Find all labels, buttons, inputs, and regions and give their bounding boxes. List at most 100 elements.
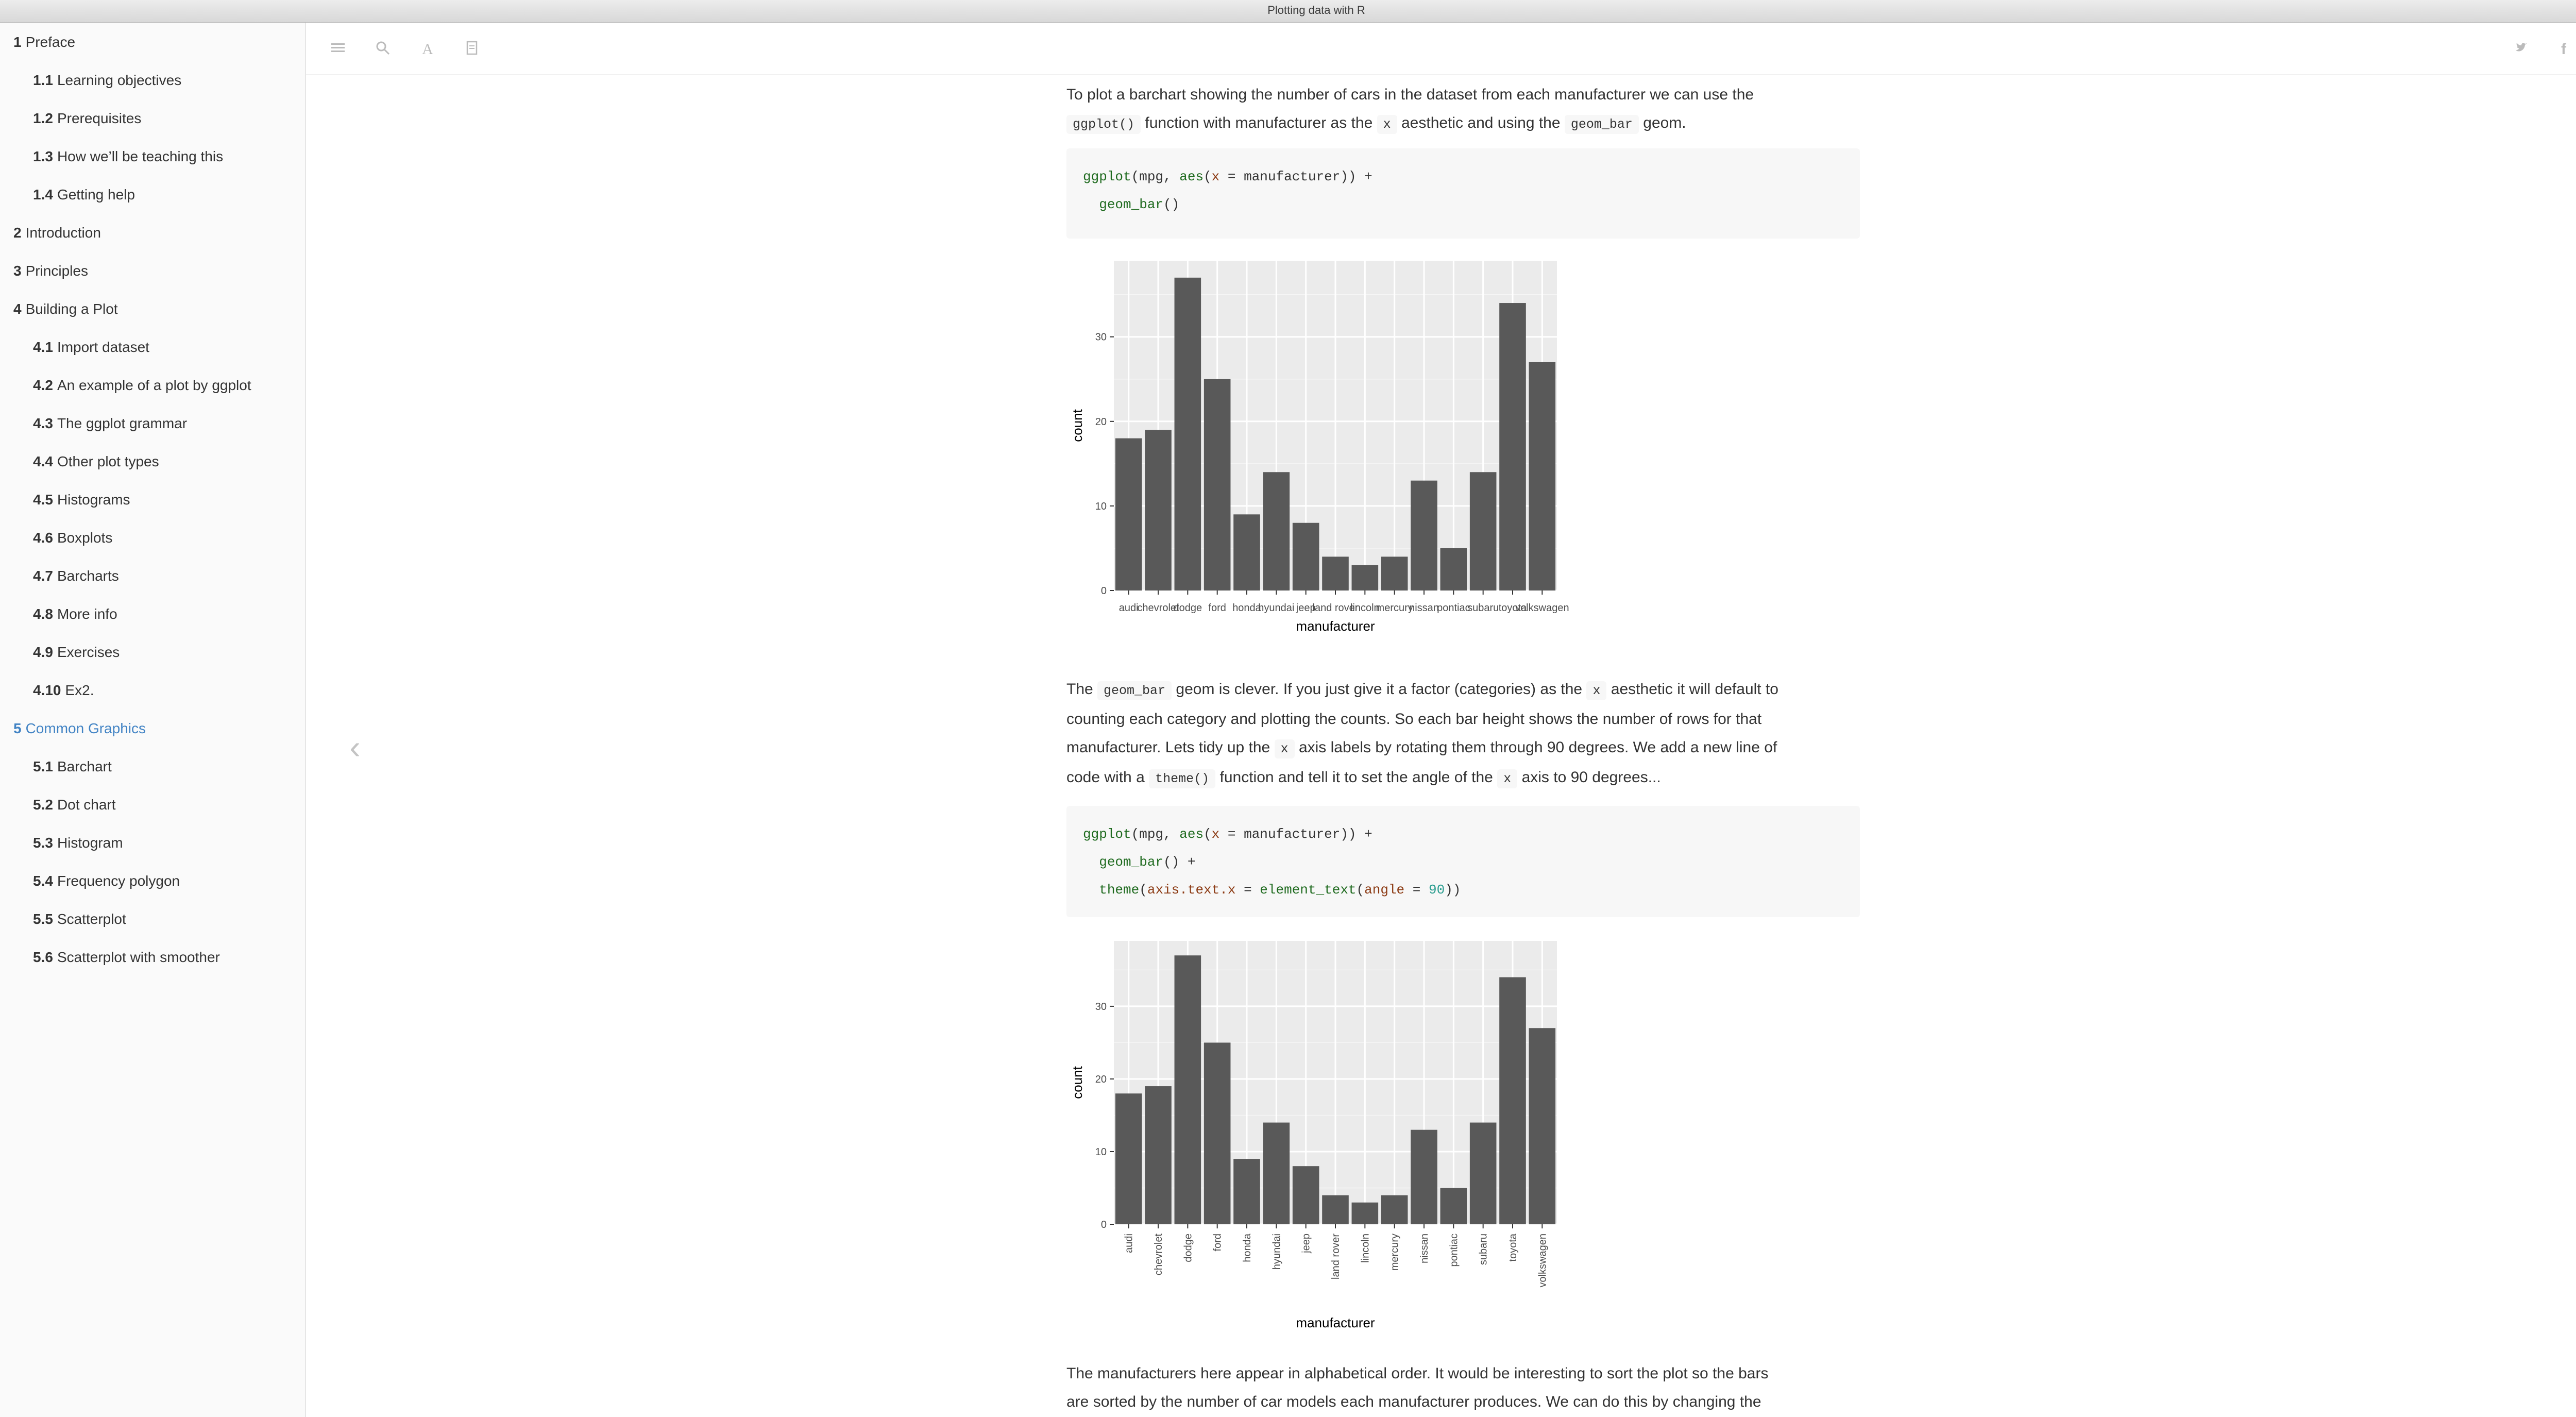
toc-item-number: 5.6 — [33, 949, 53, 965]
toc-item[interactable]: 4.3 The ggplot grammar — [33, 413, 187, 434]
toc-item-number: 4.2 — [33, 377, 53, 393]
toc-item-label: Learning objectives — [57, 72, 182, 88]
bar — [1322, 1195, 1349, 1224]
toc-item[interactable]: 4.6 Boxplots — [33, 528, 112, 548]
inline-code: x — [1497, 769, 1518, 788]
text: counting each category and plotting the … — [1066, 711, 1762, 728]
toc-item[interactable]: 5.3 Histogram — [33, 833, 123, 853]
toc-item[interactable]: 1.4 Getting help — [33, 184, 135, 205]
text: are sorted by the number of car models e… — [1066, 1393, 1761, 1410]
bar — [1440, 548, 1467, 591]
bar — [1469, 472, 1497, 591]
document-icon[interactable] — [463, 40, 481, 59]
code-token: = manufacturer)) + — [1219, 169, 1372, 184]
bar — [1263, 472, 1290, 591]
text: To plot a barchart showing the number of… — [1066, 86, 1754, 103]
bar — [1263, 1122, 1290, 1224]
toc-item-number: 4.5 — [33, 492, 53, 508]
code-token: )) — [1445, 882, 1461, 898]
text: aesthetic it will default to — [1611, 681, 1778, 698]
bar — [1381, 1195, 1408, 1224]
code-token: angle — [1364, 882, 1405, 898]
toc-item[interactable]: 5.5 Scatterplot — [33, 909, 126, 930]
y-tick-label: 30 — [1095, 1001, 1107, 1013]
toc-item[interactable]: 5.1 Barchart — [33, 756, 112, 777]
toc-item[interactable]: 4.7 Barcharts — [33, 566, 119, 586]
bar — [1204, 1042, 1231, 1224]
code-line: geom_bar() + — [1083, 848, 1843, 876]
toc-item[interactable]: 4.9 Exercises — [33, 642, 120, 663]
x-tick-label: mercury — [1389, 1234, 1401, 1271]
code-token: aes — [1179, 826, 1204, 842]
twitter-icon[interactable] — [2512, 40, 2531, 59]
toc-item-label: Barcharts — [57, 568, 119, 584]
code-token: axis.text.x — [1147, 882, 1236, 898]
toc-item[interactable]: 5.6 Scatterplot with smoother — [33, 947, 220, 968]
x-tick-label: ford — [1212, 1234, 1224, 1251]
x-tick-label: ford — [1208, 602, 1226, 614]
toc-item-label: Scatterplot — [57, 911, 126, 927]
bar — [1145, 430, 1172, 591]
inline-code: x — [1377, 115, 1397, 134]
bar — [1322, 556, 1349, 591]
toc-item[interactable]: 2 Introduction — [13, 223, 101, 243]
toc-item[interactable]: 5.4 Frequency polygon — [33, 871, 180, 891]
toc-item[interactable]: 1.3 How we’ll be teaching this — [33, 146, 223, 167]
toc-item[interactable]: 4.8 More info — [33, 604, 117, 625]
menu-icon[interactable] — [329, 40, 347, 59]
code-token: 90 — [1428, 882, 1445, 898]
toc-item[interactable]: 4.10 Ex2. — [33, 680, 94, 701]
toc-item-label: Ex2. — [65, 682, 94, 698]
text: function with manufacturer as the — [1145, 114, 1373, 131]
toc-item[interactable]: 4.2 An example of a plot by ggplot — [33, 375, 251, 396]
toc-item[interactable]: 5 Common Graphics — [13, 718, 146, 739]
code-token — [1083, 197, 1099, 212]
toc-item-label: The ggplot grammar — [57, 415, 188, 431]
text: axis to 90 degrees... — [1521, 769, 1661, 786]
toolbar-divider — [306, 74, 2576, 75]
bar — [1440, 1188, 1467, 1224]
y-axis-title: count — [1070, 1066, 1085, 1099]
toc-item[interactable]: 5.2 Dot chart — [33, 795, 116, 815]
toc-item-number: 4.10 — [33, 682, 61, 698]
toc-item-number: 1.1 — [33, 72, 53, 88]
bar — [1292, 1166, 1319, 1224]
search-icon[interactable] — [374, 40, 392, 59]
text: geom. — [1643, 114, 1686, 131]
toc-item[interactable]: 1.1 Learning objectives — [33, 70, 181, 91]
code-block-2: ggplot(mpg, aes(x = manufacturer)) + geo… — [1066, 806, 1860, 917]
barchart-plot-2: 0 10 20 30 audi chevrolet dodge ford honda hyunda… — [1070, 941, 1557, 1330]
bar — [1233, 514, 1260, 591]
x-tick-label: pontiac — [1437, 602, 1470, 614]
toc-item[interactable]: 4 Building a Plot — [13, 299, 118, 319]
toc-item[interactable]: 4.5 Histograms — [33, 490, 130, 510]
y-tick-label: 30 — [1095, 332, 1107, 343]
paragraph-intro: To plot a barchart showing the number of… — [1066, 80, 1860, 139]
text: axis labels by rotating them through 90 … — [1298, 739, 1777, 756]
inline-code: x — [1274, 739, 1295, 758]
toc-item[interactable]: 1.2 Prerequisites — [33, 108, 141, 129]
code-line: geom_bar() — [1083, 191, 1843, 218]
toc-item-number: 4.6 — [33, 530, 53, 546]
previous-page-chevron-icon[interactable]: ‹ — [349, 729, 361, 766]
x-tick-label: land rover — [1330, 1234, 1342, 1279]
text: aesthetic and using the — [1401, 114, 1561, 131]
code-token: = manufacturer)) + — [1219, 826, 1372, 842]
bar — [1529, 362, 1556, 591]
toc-item[interactable]: 4.1 Import dataset — [33, 337, 149, 358]
toc-item[interactable]: 4.4 Other plot types — [33, 451, 159, 472]
x-tick-label: hyundai — [1258, 602, 1294, 614]
toc-item[interactable]: 3 Principles — [13, 261, 88, 281]
toc-item[interactable]: 1 Preface — [13, 32, 75, 53]
code-token: ( — [1204, 826, 1212, 842]
font-icon[interactable]: A — [422, 41, 433, 58]
facebook-icon[interactable]: f — [2561, 41, 2566, 58]
bar — [1292, 522, 1319, 591]
toc-item-label: Getting help — [57, 187, 135, 203]
code-token — [1083, 854, 1099, 870]
x-tick-label: jeep — [1296, 602, 1316, 614]
toc-item-number: 5.5 — [33, 911, 53, 927]
code-token: (mpg, — [1131, 169, 1180, 184]
toc-item-number: 5.1 — [33, 758, 53, 774]
